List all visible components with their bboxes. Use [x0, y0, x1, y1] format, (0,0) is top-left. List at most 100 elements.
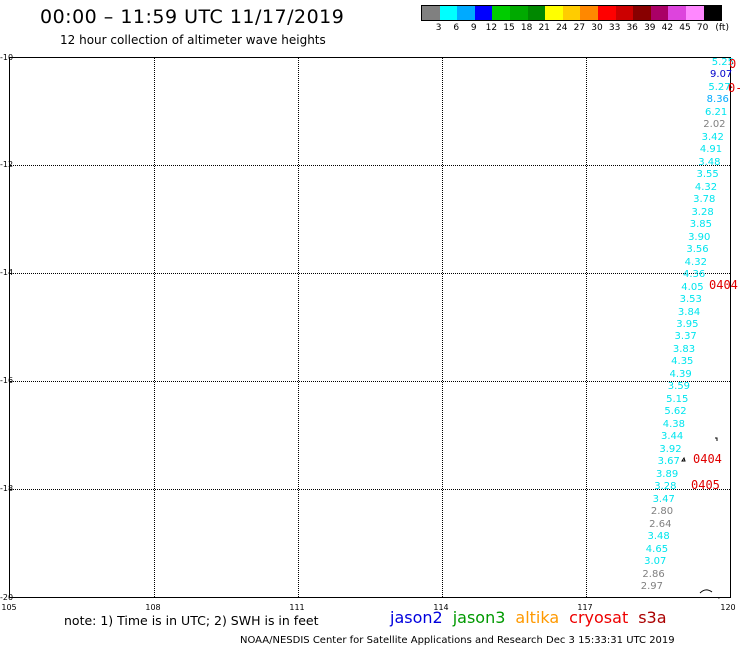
- lat-label-18: -18: [0, 484, 14, 493]
- lon-label-111: 111: [289, 603, 305, 612]
- wave-height-value: 2.64: [649, 518, 672, 530]
- lat-label-14: -14: [0, 268, 14, 277]
- wave-height-value: 2.80: [650, 506, 674, 518]
- wave-height-value: 4.32: [684, 256, 707, 268]
- lon-label-120: 120: [720, 603, 736, 612]
- legend-swatch: [650, 6, 669, 20]
- wave-height-value: 3.48: [698, 156, 721, 168]
- footer-credit: NOAA/NESDIS Center for Satellite Applica…: [240, 635, 675, 646]
- legend-label: 18: [520, 23, 533, 33]
- legend-swatch: [422, 6, 440, 20]
- legend-label: 42: [661, 23, 674, 33]
- legend-swatch: [474, 6, 493, 20]
- legend-swatch: [668, 6, 686, 20]
- wave-height-value: 4.91: [699, 144, 723, 156]
- wave-height-value: 5.27: [708, 81, 731, 93]
- legend-swatch: [597, 6, 616, 20]
- wave-height-value: 3.55: [696, 169, 719, 181]
- map-title: 00:00 – 11:59 UTC 11/17/2019: [40, 6, 345, 28]
- legend-label: 6: [453, 23, 460, 33]
- legend-swatches: [421, 5, 723, 21]
- wave-height-value: 3.84: [677, 306, 701, 318]
- lat-label-16: -16: [0, 376, 14, 385]
- wave-height-value: 2.86: [642, 568, 665, 580]
- wave-height-value: 5.62: [664, 406, 687, 418]
- legend-label: 24: [556, 23, 568, 33]
- pass-time-label: 0404: [693, 452, 722, 466]
- legend-swatch: [703, 6, 722, 20]
- legend-swatch: [685, 6, 704, 20]
- wave-height-value: 3.89: [655, 468, 679, 480]
- legend-swatch: [439, 6, 458, 20]
- wave-height-value: 4.35: [671, 356, 694, 368]
- legend-swatch: [492, 6, 510, 20]
- lat-label-10: -10: [0, 53, 14, 62]
- pass-time-label: 0: [729, 57, 737, 71]
- legend-label: 12: [485, 23, 498, 33]
- wave-height-value: 2.02: [703, 119, 726, 131]
- grid-line-lat-16: [10, 381, 730, 382]
- wave-height-value: 4.32: [694, 181, 718, 193]
- satellite-name-jason3: jason3: [452, 608, 506, 627]
- wave-height-value: 3.28: [654, 481, 677, 493]
- wave-height-value: 4.65: [645, 543, 669, 555]
- grid-line-lat-12: [10, 165, 730, 166]
- satellite-name-jason2: jason2: [390, 608, 443, 627]
- legend-label: 70: [696, 23, 709, 33]
- wave-height-value: 4.05: [681, 281, 704, 293]
- legend-swatch: [527, 6, 546, 20]
- legend-label: 39: [644, 23, 656, 33]
- lat-label-12: -12: [0, 160, 14, 169]
- legend-swatch: [457, 6, 475, 20]
- legend-label: 27: [573, 23, 586, 33]
- legend-label: 15: [503, 23, 515, 33]
- wave-height-value: 3.95: [676, 319, 699, 330]
- color-legend: 3 6 9 12 15 18 21 24 27 30 33 36 39 42 45 70 (ft): [421, 5, 729, 35]
- wave-height-value: 3.53: [679, 294, 702, 306]
- wave-height-value: 3.83: [672, 343, 696, 355]
- legend-label: 45: [679, 23, 691, 33]
- legend-label: 9: [470, 23, 477, 33]
- lon-label-108: 108: [145, 603, 161, 612]
- grid-line-lon-111: [298, 58, 299, 597]
- wave-height-value: 3.56: [686, 244, 709, 256]
- legend-label: 30: [591, 23, 603, 33]
- satellite-legend: jason2 jason3 altika cryosat s3a: [390, 608, 667, 627]
- pass-time-label: 0404: [709, 278, 738, 292]
- grid-line-lat-14: [10, 273, 730, 274]
- wave-height-value: 5.25: [711, 57, 734, 68]
- pass-time-label: 0405: [691, 478, 720, 492]
- grid-line-lon-108: [154, 58, 155, 597]
- legend-label: 36: [626, 23, 638, 33]
- wave-height-value: 5.15: [666, 393, 689, 405]
- legend-swatch: [580, 6, 598, 20]
- satellite-name-s3a: s3a: [638, 608, 667, 627]
- grid-line-lon-114: [442, 58, 443, 597]
- wave-height-value: 4.36: [682, 269, 706, 281]
- map-plot-area: [9, 57, 731, 599]
- legend-label: 3: [435, 23, 442, 33]
- legend-labels: 3 6 9 12 15 18 21 24 27 30 33 36 39 42 45 70 (ft): [421, 21, 729, 35]
- satellite-name-cryosat: cryosat: [569, 608, 629, 627]
- wave-height-value: 6.21: [704, 106, 728, 118]
- wave-height-value: 3.90: [688, 231, 711, 243]
- wave-height-value: 3.28: [691, 206, 714, 218]
- wave-height-value: 3.47: [652, 493, 675, 505]
- wave-height-value: 3.42: [701, 131, 724, 143]
- pass-time-label: 0-: [728, 81, 740, 95]
- legend-label: (ft): [715, 23, 729, 33]
- legend-label: 21: [538, 23, 550, 33]
- legend-swatch: [562, 6, 581, 20]
- map-subtitle: 12 hour collection of altimeter wave hei…: [60, 33, 326, 47]
- wave-height-value: 4.38: [662, 418, 685, 430]
- legend-swatch: [509, 6, 528, 20]
- lon-label-117: 117: [577, 603, 593, 612]
- coastline-fragments: [681, 437, 720, 599]
- wave-height-value: 3.59: [667, 381, 691, 393]
- lat-label-20: -20: [0, 593, 14, 602]
- wave-height-value: 9.07: [710, 69, 733, 81]
- lon-label-105: 105: [1, 603, 17, 612]
- wave-height-value: 3.67: [657, 456, 680, 468]
- wave-height-value: 3.07: [644, 556, 667, 568]
- legend-swatch: [633, 6, 651, 20]
